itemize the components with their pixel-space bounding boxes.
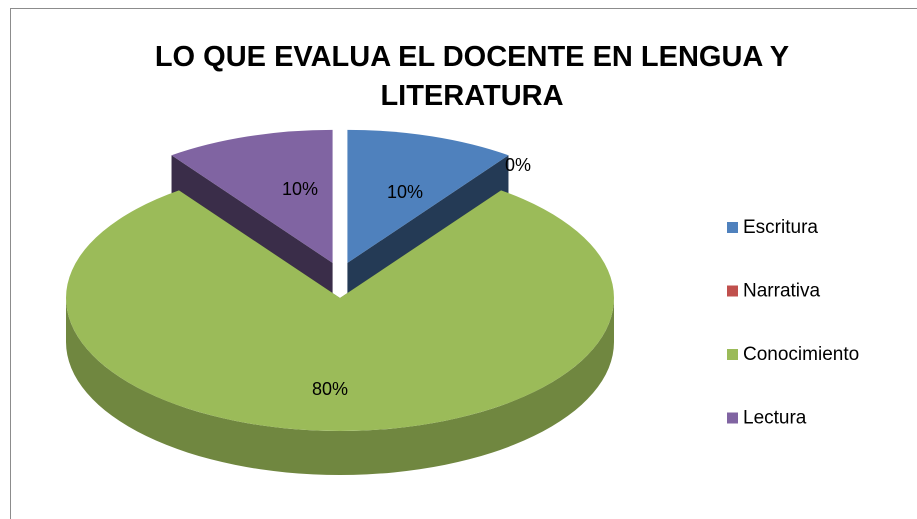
legend-label: Lectura [743, 408, 807, 429]
slice-top [65, 190, 614, 432]
legend-swatch [727, 412, 738, 424]
legend-swatch [727, 285, 738, 297]
legend-label: Conocimiento [743, 344, 859, 365]
pie: 10% 0% 80% 10% [65, 129, 614, 475]
data-label: 10% [387, 182, 423, 202]
slice-top [347, 129, 509, 263]
legend-swatch [727, 222, 738, 233]
slice-edge [66, 298, 614, 475]
slice [65, 190, 614, 475]
legend-label: Escritura [743, 217, 818, 238]
data-label: 10% [282, 179, 318, 199]
slice-top [171, 129, 333, 263]
chart-title: LO QUE EVALUA EL DOCENTE EN LENGUA Y LITE… [155, 41, 789, 112]
legend: Escritura Narrativa Conocimiento Lectura [727, 217, 859, 429]
data-label: 0% [505, 155, 531, 175]
legend-swatch [727, 349, 738, 360]
data-label: 80% [312, 379, 348, 399]
chart-border [10, 8, 917, 519]
legend-label: Narrativa [743, 281, 821, 302]
